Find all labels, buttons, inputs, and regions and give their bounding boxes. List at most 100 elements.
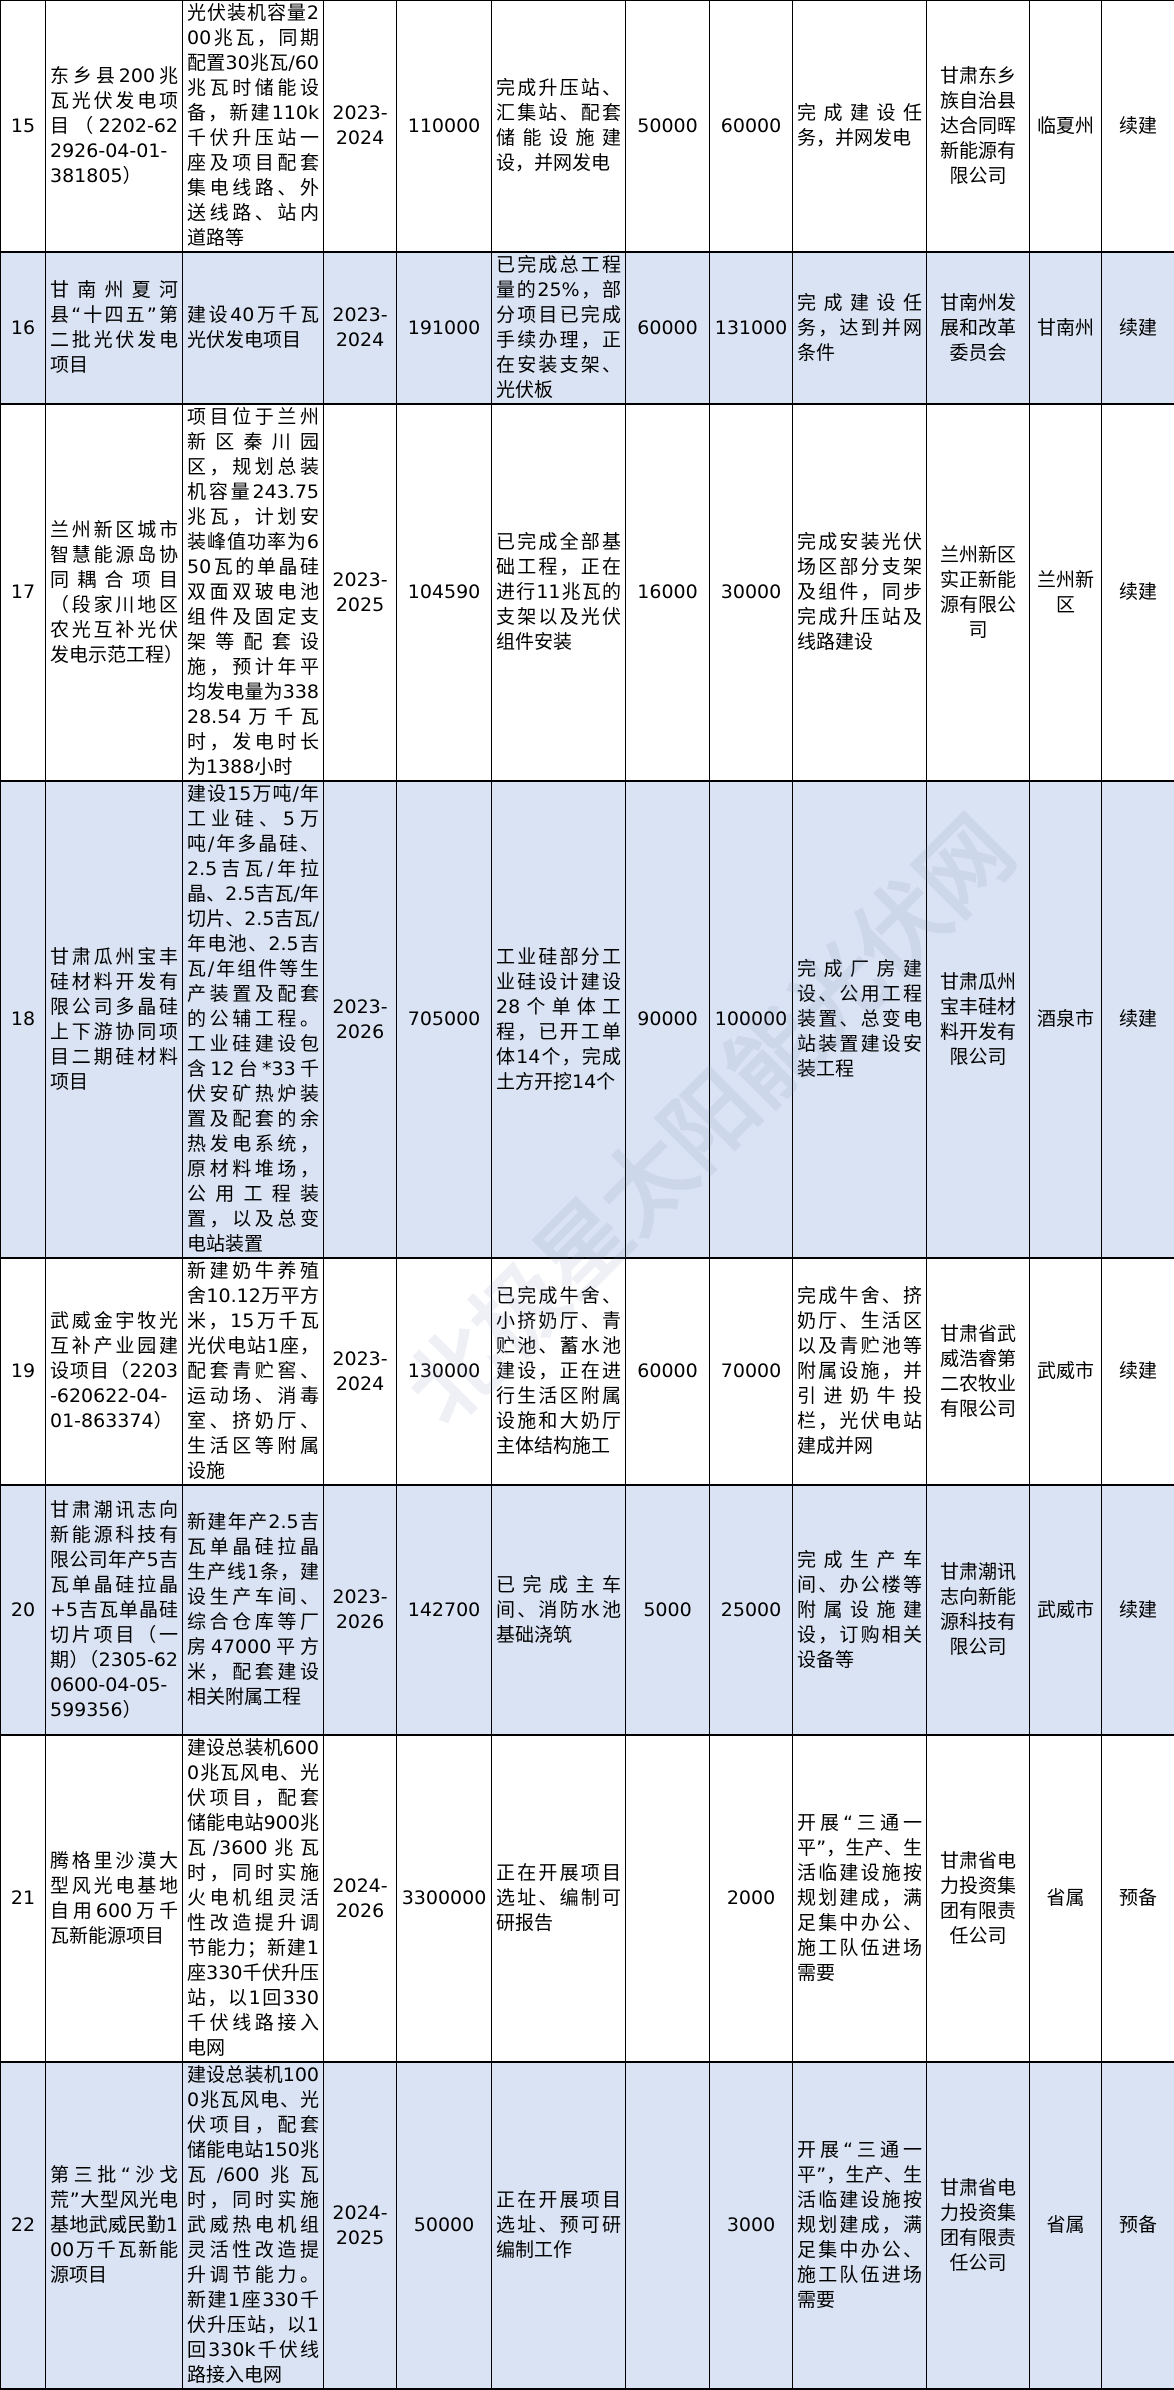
cell-total: 110000 — [397, 1, 492, 253]
cell-content: 新建奶牛养殖舍10.12万平方米，15万千瓦光伏电站1座，配套青贮窖、运动场、消… — [183, 1258, 324, 1485]
cell-no: 19 — [1, 1258, 46, 1485]
cell-total: 705000 — [397, 781, 492, 1258]
cell-region: 省属 — [1030, 2062, 1102, 2389]
cell-invested — [626, 1735, 710, 2062]
cell-invested: 90000 — [626, 781, 710, 1258]
cell-period: 2023-2024 — [324, 1258, 397, 1485]
cell-total: 3300000 — [397, 1735, 492, 2062]
cell-progress: 已完成总工程量的25%，部分项目已完成手续办理，正在安装支架、光伏板 — [492, 252, 626, 404]
cell-progress: 完成升压站、汇集站、配套储能设施建设，并网发电 — [492, 1, 626, 253]
cell-invested — [626, 2062, 710, 2389]
cell-content: 建设总装机6000兆瓦风电、光伏项目，配套储能电站900兆瓦/3600兆瓦时，同… — [183, 1735, 324, 2062]
cell-invested: 16000 — [626, 404, 710, 781]
cell-status: 续建 — [1102, 1485, 1174, 1735]
cell-plan: 2000 — [710, 1735, 793, 2062]
cell-total: 130000 — [397, 1258, 492, 1485]
cell-status: 续建 — [1102, 252, 1174, 404]
cell-period: 2023-2024 — [324, 252, 397, 404]
cell-no: 20 — [1, 1485, 46, 1735]
cell-name: 甘肃潮讯志向新能源科技有限公司年产5吉瓦单晶硅拉晶+5吉瓦单晶硅切片项目（一期）… — [46, 1485, 183, 1735]
cell-content: 建设总装机1000兆瓦风电、光伏项目，配套储能电站150兆瓦/600兆瓦时，同时… — [183, 2062, 324, 2389]
cell-owner: 甘肃潮讯志向新能源科技有限公司 — [927, 1485, 1030, 1735]
cell-invested: 60000 — [626, 252, 710, 404]
cell-content: 新建年产2.5吉瓦单晶硅拉晶生产线1条，建设生产车间、综合仓库等厂房47000平… — [183, 1485, 324, 1735]
cell-no: 16 — [1, 252, 46, 404]
cell-no: 15 — [1, 1, 46, 253]
cell-no: 22 — [1, 2062, 46, 2389]
cell-progress: 正在开展项目选址、编制可研报告 — [492, 1735, 626, 2062]
cell-owner: 甘肃东乡族自治县达合同晖新能源有限公司 — [927, 1, 1030, 253]
cell-no: 18 — [1, 781, 46, 1258]
cell-region: 兰州新区 — [1030, 404, 1102, 781]
cell-period: 2023-2026 — [324, 781, 397, 1258]
cell-plan: 60000 — [710, 1, 793, 253]
cell-name: 第三批“沙戈荒”大型风光电基地武威民勤100万千瓦新能源项目 — [46, 2062, 183, 2389]
cell-status: 续建 — [1102, 1, 1174, 253]
cell-owner: 甘肃省电力投资集团有限责任公司 — [927, 1735, 1030, 2062]
cell-total: 104590 — [397, 404, 492, 781]
cell-status: 续建 — [1102, 404, 1174, 781]
cell-progress: 已完成牛舍、小挤奶厅、青贮池、蓄水池建设，正在进行生活区附属设施和大奶厅主体结构… — [492, 1258, 626, 1485]
cell-goal: 开展“三通一平”，生产、生活临建设施按规划建成，满足集中办公、施工队伍进场需要 — [793, 1735, 927, 2062]
cell-owner: 甘肃瓜州宝丰硅材料开发有限公司 — [927, 781, 1030, 1258]
cell-goal: 开展“三通一平”，生产、生活临建设施按规划建成，满足集中办公、施工队伍进场需要 — [793, 2062, 927, 2389]
cell-region: 武威市 — [1030, 1485, 1102, 1735]
cell-progress: 已完成主车间、消防水池基础浇筑 — [492, 1485, 626, 1735]
cell-content: 建设15万吨/年工业硅、5万吨/年多晶硅、2.5吉瓦/年拉晶、2.5吉瓦/年切片… — [183, 781, 324, 1258]
cell-content: 建设40万千瓦光伏发电项目 — [183, 252, 324, 404]
cell-total: 142700 — [397, 1485, 492, 1735]
cell-name: 武威金宇牧光互补产业园建设项目（2203-620622-04-01-863374… — [46, 1258, 183, 1485]
cell-owner: 兰州新区实正新能源有限公司 — [927, 404, 1030, 781]
cell-plan: 131000 — [710, 252, 793, 404]
cell-period: 2023-2024 — [324, 1, 397, 253]
cell-owner: 甘南州发展和改革委员会 — [927, 252, 1030, 404]
cell-progress: 已完成全部基础工程，正在进行11兆瓦的支架以及光伏组件安装 — [492, 404, 626, 781]
cell-status: 续建 — [1102, 1258, 1174, 1485]
cell-period: 2024-2025 — [324, 2062, 397, 2389]
cell-content: 光伏装机容量200兆瓦，同期配置30兆瓦/60兆瓦时储能设备，新建110k千伏升… — [183, 1, 324, 253]
cell-goal: 完成建设任务，并网发电 — [793, 1, 927, 253]
cell-region: 酒泉市 — [1030, 781, 1102, 1258]
cell-content: 项目位于兰州新区秦川园区，规划总装机容量243.75兆瓦，计划安装峰值功率为65… — [183, 404, 324, 781]
cell-name: 甘肃瓜州宝丰硅材料开发有限公司多晶硅上下游协同项目二期硅材料项目 — [46, 781, 183, 1258]
cell-plan: 3000 — [710, 2062, 793, 2389]
cell-status: 续建 — [1102, 781, 1174, 1258]
cell-goal: 完成安装光伏场区部分支架及组件，同步完成升压站及线路建设 — [793, 404, 927, 781]
cell-total: 191000 — [397, 252, 492, 404]
cell-name: 兰州新区城市智慧能源岛协同耦合项目（段家川地区农光互补光伏发电示范工程） — [46, 404, 183, 781]
cell-region: 甘南州 — [1030, 252, 1102, 404]
cell-no: 21 — [1, 1735, 46, 2062]
cell-goal: 完成建设任务，达到并网条件 — [793, 252, 927, 404]
cell-goal: 完成厂房建设、公用工程装置、总变电站装置建设安装工程 — [793, 781, 927, 1258]
cell-status: 预备 — [1102, 2062, 1174, 2389]
cell-period: 2023-2026 — [324, 1485, 397, 1735]
cell-status: 预备 — [1102, 1735, 1174, 2062]
cell-owner: 甘肃省电力投资集团有限责任公司 — [927, 2062, 1030, 2389]
cell-invested: 50000 — [626, 1, 710, 253]
cell-name: 东乡县200兆瓦光伏发电项目（2202-622926-04-01-381805） — [46, 1, 183, 253]
cell-region: 省属 — [1030, 1735, 1102, 2062]
cell-invested: 60000 — [626, 1258, 710, 1485]
cell-no: 17 — [1, 404, 46, 781]
cell-goal: 完成生产车间、办公楼等附属设施建设，订购相关设备等 — [793, 1485, 927, 1735]
cell-period: 2023-2025 — [324, 404, 397, 781]
cell-total: 50000 — [397, 2062, 492, 2389]
cell-owner: 甘肃省武威浩睿第二农牧业有限公司 — [927, 1258, 1030, 1485]
cell-invested: 5000 — [626, 1485, 710, 1735]
cell-name: 甘南州夏河县“十四五”第二批光伏发电项目 — [46, 252, 183, 404]
cell-goal: 完成牛舍、挤奶厅、生活区以及青贮池等附属设施，并引进奶牛投栏，光伏电站建成并网 — [793, 1258, 927, 1485]
cell-plan: 30000 — [710, 404, 793, 781]
cell-name: 腾格里沙漠大型风光电基地自用600万千瓦新能源项目 — [46, 1735, 183, 2062]
cell-progress: 正在开展项目选址、预可研编制工作 — [492, 2062, 626, 2389]
cell-region: 临夏州 — [1030, 1, 1102, 253]
cell-plan: 100000 — [710, 781, 793, 1258]
